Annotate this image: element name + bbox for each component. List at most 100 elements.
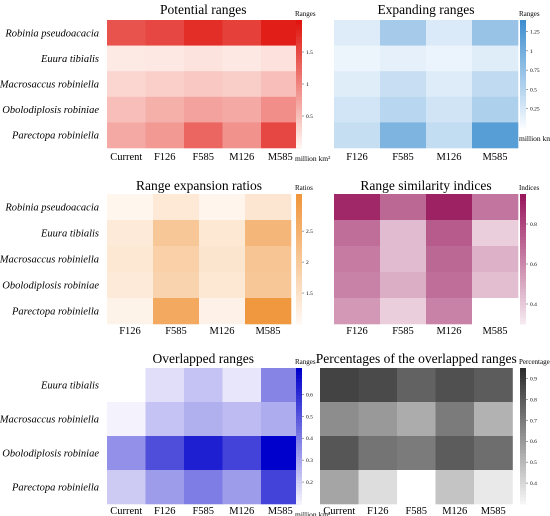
row-label: Obolodiplosis robiniae (2, 449, 99, 460)
colorbar-segment (296, 138, 302, 142)
colorbar-segment (520, 71, 526, 75)
heatmap-cell (261, 402, 300, 437)
colorbar-segment (296, 378, 302, 382)
heatmap-cell (358, 402, 398, 437)
colorbar-segment (296, 320, 302, 325)
colorbar-tick-label: 0.4 (530, 302, 537, 308)
colorbar-segment (296, 453, 302, 457)
colorbar-segment (296, 109, 302, 114)
column-label: M585 (268, 152, 293, 163)
colorbar-segment (296, 311, 302, 315)
colorbar-segment (296, 456, 302, 461)
colorbar-segment (520, 207, 526, 211)
colorbar-segment (520, 90, 526, 94)
colorbar-segment (296, 197, 302, 201)
colorbar-segment (520, 381, 526, 386)
colorbar-segment (296, 459, 302, 464)
row-label: Macrosaccus robiniella (0, 80, 99, 91)
colorbar-segment (520, 311, 526, 315)
column-label: M126 (229, 506, 254, 516)
heatmap-cell (474, 470, 513, 505)
colorbar-segment (520, 419, 526, 423)
colorbar-segment (520, 229, 526, 234)
colorbar-segment (520, 92, 526, 96)
colorbar-segment (520, 395, 526, 399)
row-label: Robinia pseudoacacia (4, 203, 99, 214)
heatmap-cell (426, 246, 473, 273)
colorbar-segment (520, 252, 526, 257)
heatmap-cell (426, 194, 473, 221)
heatmap-cell (184, 436, 223, 471)
colorbar-segment (296, 135, 302, 139)
colorbar-unit: million km² (295, 510, 331, 516)
heatmap-cell (358, 470, 398, 505)
colorbar-segment (520, 262, 526, 266)
colorbar-segment (520, 103, 526, 107)
colorbar-segment (296, 419, 302, 423)
heatmap-cell (153, 272, 200, 299)
colorbar-segment (520, 242, 526, 247)
heatmap-cell (397, 368, 436, 403)
row-label: Robinia pseudoacacia (4, 28, 99, 39)
colorbar-segment (520, 33, 526, 37)
heatmap-cell (261, 436, 300, 471)
colorbar-segment (296, 368, 302, 372)
colorbar-segment (520, 63, 526, 67)
heatmap-cell (358, 368, 398, 403)
heatmap-cell (107, 194, 154, 221)
row-label: Obolodiplosis robiniae (2, 281, 99, 292)
colorbar-segment (520, 429, 526, 433)
heatmap-cell (435, 402, 475, 437)
colorbar-segment (296, 71, 302, 75)
colorbar-segment (520, 398, 526, 403)
colorbar-segment (296, 48, 302, 53)
colorbar-segment (520, 439, 526, 444)
colorbar-segment (296, 87, 302, 91)
heatmap-cell (145, 436, 185, 471)
colorbar-segment (520, 117, 526, 121)
colorbar-title: Ranges (295, 10, 316, 18)
colorbar-segment (520, 272, 526, 276)
colorbar-segment (520, 301, 526, 305)
colorbar-segment (296, 268, 302, 273)
colorbar-tick-label: 1.25 (530, 30, 540, 36)
heatmap-cell (184, 96, 223, 123)
colorbar-segment (296, 395, 302, 399)
colorbar-tick-label: 0.4 (306, 436, 313, 442)
colorbar-segment (520, 220, 526, 224)
colorbar-segment (520, 278, 526, 283)
column-label: F585 (392, 326, 414, 337)
colorbar-segment (520, 20, 526, 24)
heatmap-cell (380, 96, 427, 123)
colorbar-segment (296, 229, 302, 234)
colorbar-segment (520, 49, 526, 53)
colorbar-segment (296, 405, 302, 410)
heatmap-cell (435, 368, 475, 403)
colorbar-segment (520, 76, 526, 80)
heatmap-cell (153, 246, 200, 273)
column-label: Current (110, 152, 142, 163)
heatmap-cell (380, 220, 427, 247)
heatmap-cell (107, 272, 154, 299)
heatmap-cell (153, 220, 200, 247)
colorbar-segment (520, 320, 526, 325)
heatmap-cell (107, 298, 154, 325)
colorbar-segment (296, 239, 302, 244)
colorbar-segment (520, 275, 526, 279)
colorbar-segment (520, 106, 526, 110)
colorbar-segment (520, 68, 526, 72)
colorbar-tick-label: 1 (530, 49, 533, 55)
heatmap-cell (261, 96, 300, 123)
heatmap-cell (426, 71, 473, 98)
colorbar-segment (296, 487, 302, 491)
colorbar-segment (520, 493, 526, 498)
heatmap-cell (145, 96, 185, 123)
colorbar-segment (520, 470, 526, 474)
colorbar-tick-label: 0.2 (306, 480, 313, 486)
colorbar-segment (520, 307, 526, 312)
row-label: Macrosaccus robiniella (0, 255, 99, 266)
colorbar-title: Indices (519, 184, 539, 192)
colorbar-segment (296, 84, 302, 88)
heatmap-cell (199, 220, 246, 247)
colorbar-segment (520, 432, 526, 437)
